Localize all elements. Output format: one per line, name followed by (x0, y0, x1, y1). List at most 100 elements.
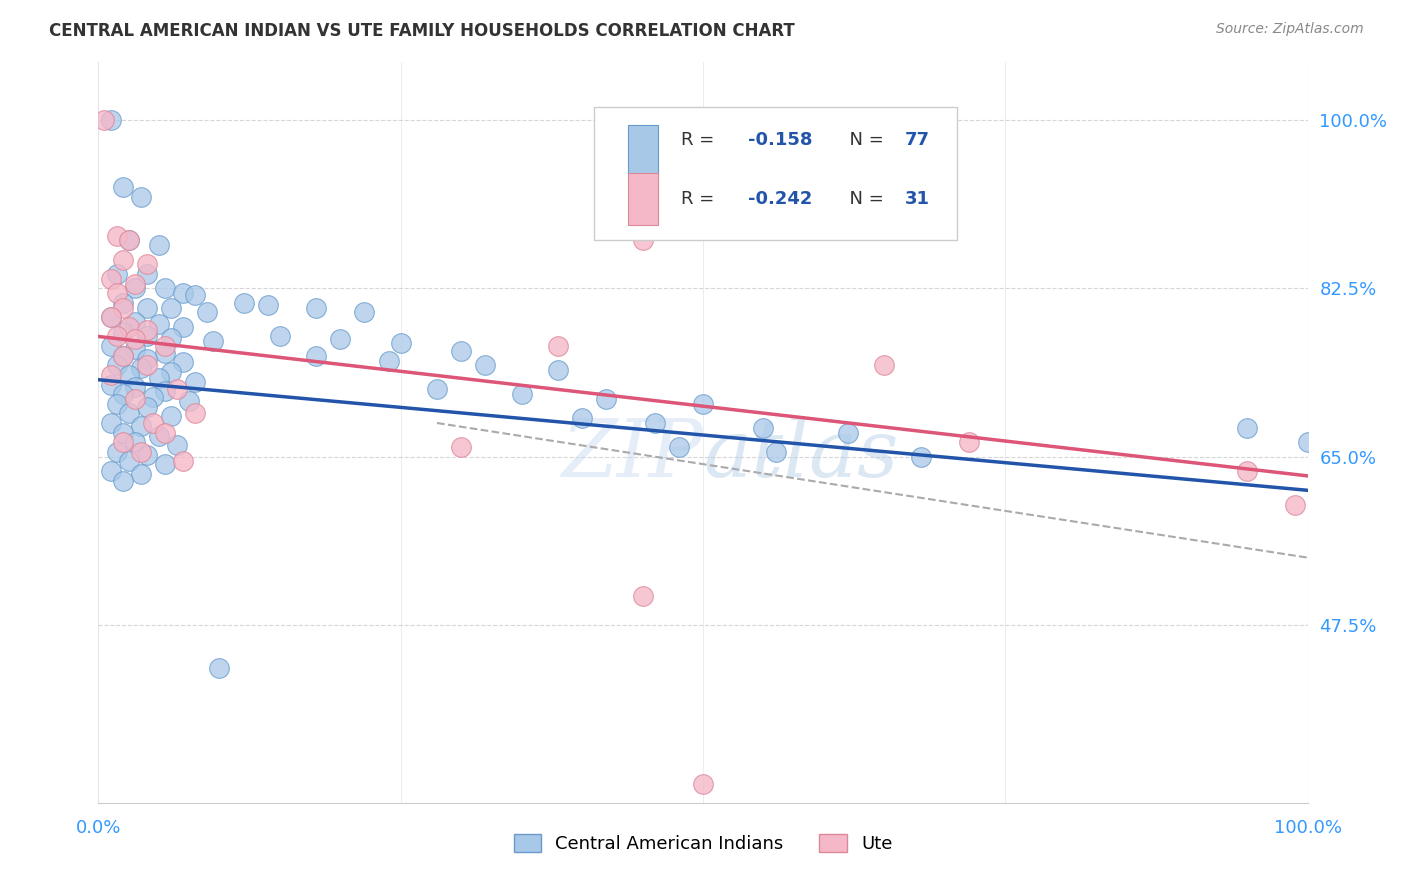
Point (873, 359, 896, 373)
Point (118, 406, 141, 420)
Point (208, 661, 231, 675)
Point (105, 359, 128, 373)
Point (148, 428, 170, 442)
Point (353, 305, 375, 319)
Point (179, 393, 201, 408)
Text: Source: ZipAtlas.com: Source: ZipAtlas.com (1216, 22, 1364, 37)
FancyBboxPatch shape (595, 107, 957, 240)
Point (148, 317, 170, 331)
Point (100, 272, 122, 286)
Point (100, 310, 122, 325)
Point (135, 267, 157, 281)
Point (118, 233, 141, 247)
Point (100, 368, 122, 382)
Point (129, 445, 152, 459)
Point (124, 380, 146, 394)
Point (426, 382, 449, 396)
Point (111, 180, 134, 194)
Point (256, 298, 278, 312)
Point (105, 397, 128, 411)
Point (153, 458, 176, 472)
Point (124, 332, 146, 346)
Point (148, 371, 170, 385)
Point (184, 375, 207, 389)
Point (172, 355, 194, 369)
Point (305, 349, 328, 363)
Point (129, 361, 152, 376)
Point (135, 323, 157, 337)
Point (105, 445, 128, 459)
Point (547, 339, 569, 353)
Bar (628, 173, 658, 226)
Text: R =: R = (682, 131, 720, 149)
Point (100, 310, 122, 325)
Point (571, 411, 593, 425)
Point (100, 339, 122, 353)
Point (692, 397, 714, 411)
Point (329, 332, 352, 346)
Point (1236, 464, 1258, 478)
Point (111, 252, 134, 267)
Point (631, 233, 654, 247)
Point (389, 336, 412, 351)
Point (105, 228, 128, 243)
Point (510, 387, 533, 401)
Point (172, 454, 194, 468)
Point (752, 421, 775, 435)
Point (450, 343, 472, 358)
Point (100, 464, 122, 478)
Point (184, 288, 207, 302)
Point (129, 190, 152, 204)
Text: ZIP: ZIP (561, 416, 703, 493)
Point (166, 438, 188, 452)
Point (153, 384, 176, 399)
Point (305, 301, 328, 315)
Point (692, 776, 714, 790)
Point (195, 305, 218, 319)
Point (595, 392, 617, 406)
Point (93, 113, 115, 128)
Point (135, 359, 157, 373)
Text: 77: 77 (905, 131, 929, 149)
Point (474, 359, 496, 373)
Point (142, 416, 165, 430)
Point (910, 450, 932, 464)
Point (124, 435, 146, 450)
Point (142, 390, 165, 404)
Point (124, 315, 146, 329)
Point (135, 257, 157, 271)
Point (765, 445, 787, 459)
Point (105, 267, 128, 281)
Point (377, 353, 399, 368)
Point (232, 295, 254, 310)
Point (631, 589, 654, 603)
Point (135, 448, 157, 462)
Point (111, 349, 134, 363)
Point (202, 334, 225, 349)
Point (135, 301, 157, 315)
Point (111, 349, 134, 363)
Point (135, 400, 157, 414)
Point (118, 319, 141, 334)
Point (153, 425, 176, 440)
Point (111, 325, 134, 339)
Point (124, 392, 146, 406)
Point (118, 454, 141, 468)
Text: R =: R = (682, 190, 720, 209)
Point (837, 425, 859, 440)
Point (135, 351, 157, 366)
Point (450, 440, 472, 454)
Point (129, 418, 152, 433)
Point (111, 295, 134, 310)
Point (1236, 421, 1258, 435)
Point (160, 409, 183, 424)
Point (184, 406, 207, 420)
Point (105, 329, 128, 343)
Point (547, 363, 569, 377)
Point (105, 286, 128, 301)
Point (129, 467, 152, 481)
Point (153, 281, 176, 295)
Text: -0.242: -0.242 (748, 190, 813, 209)
Point (1296, 435, 1319, 450)
Point (111, 425, 134, 440)
